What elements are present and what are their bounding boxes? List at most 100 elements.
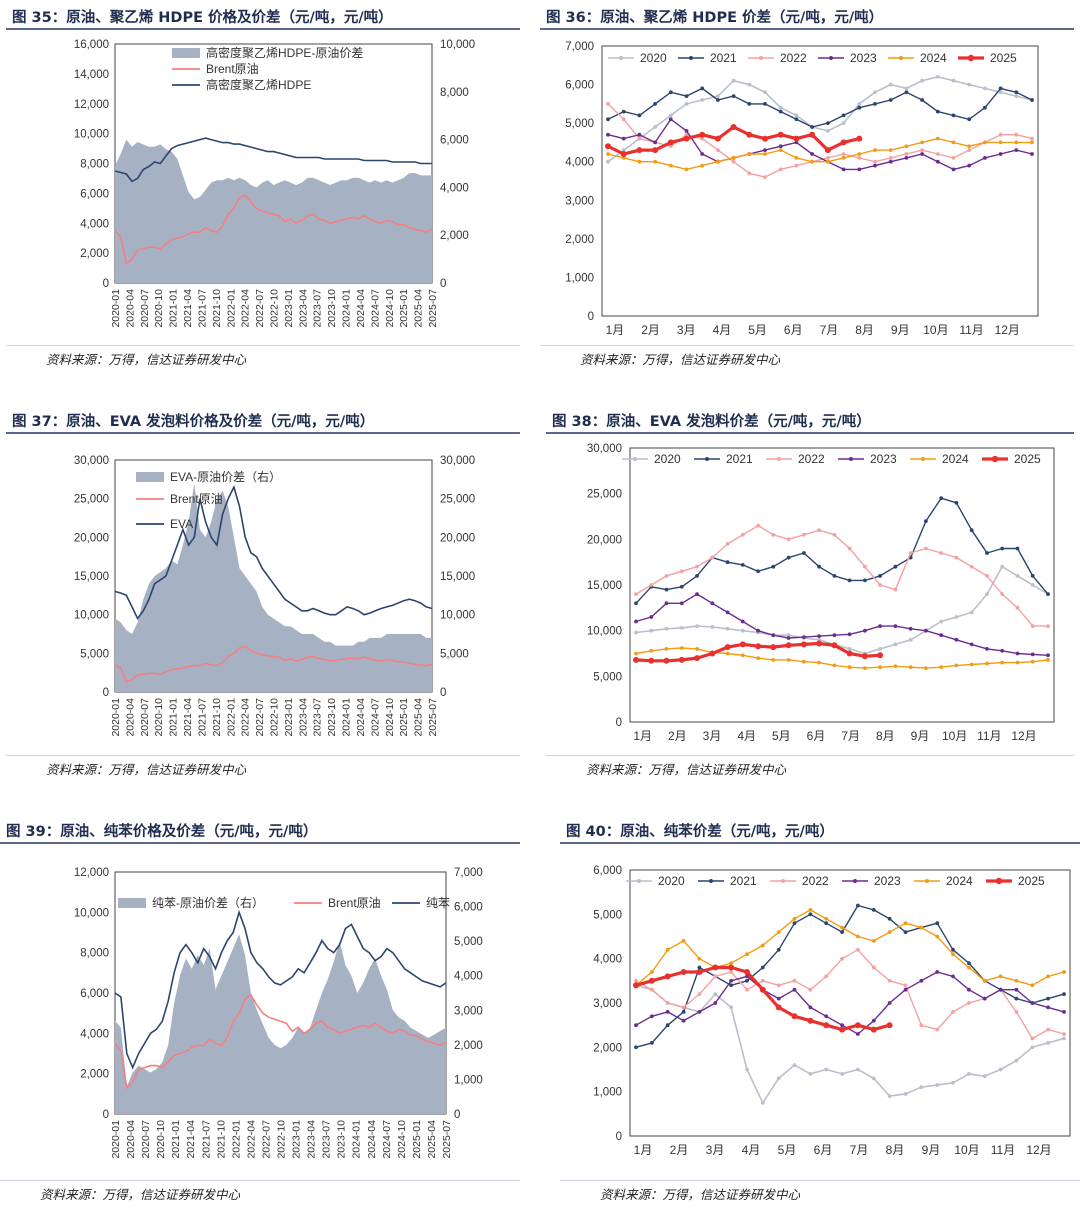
data-point-2022 <box>634 978 638 983</box>
data-point-2024 <box>1014 140 1019 145</box>
data-point-2024 <box>857 152 862 156</box>
data-point-2021 <box>939 496 944 501</box>
data-point-2022 <box>756 523 760 528</box>
data-point-2020 <box>794 113 799 118</box>
data-point-2024 <box>1030 983 1035 988</box>
data-point-2024 <box>832 663 837 668</box>
data-point-2021 <box>668 90 673 95</box>
x-tick-label: 2025-07 <box>427 698 439 737</box>
data-point-2023 <box>729 978 733 983</box>
data-point-2024 <box>982 978 987 983</box>
data-point-2022 <box>1046 624 1050 628</box>
legend-label: 2024 <box>946 874 973 888</box>
y-tick-label: 5,000 <box>593 671 622 683</box>
data-point-2022 <box>725 542 730 546</box>
panel-fig40: 图 40：原油、纯苯价差（元/吨，元/吨） 0 1,000 2,000 3,000 4,… <box>560 820 1080 1220</box>
data-point-2021 <box>747 102 752 106</box>
data-point-2022 <box>1014 1010 1019 1014</box>
data-point-2021 <box>729 983 733 988</box>
legend-label: EVA <box>170 517 193 531</box>
data-point-2021 <box>763 102 767 106</box>
data-point-2024 <box>747 152 752 156</box>
x-tick-label: 11月 <box>977 729 1001 743</box>
data-point-2023 <box>951 167 956 172</box>
legend-marker <box>759 56 763 60</box>
data-point-2022 <box>634 592 638 596</box>
data-point-2024 <box>653 159 657 164</box>
x-tick-label: 2021-04 <box>182 289 194 328</box>
data-point-2020 <box>713 992 718 996</box>
data-point-2020 <box>856 1067 860 1072</box>
data-point-2022 <box>778 167 783 172</box>
data-point-2024 <box>817 660 821 665</box>
data-point-2025 <box>877 652 884 659</box>
series-line-1 <box>114 993 447 1090</box>
series-line-2024 <box>635 909 1065 986</box>
legend-swatch <box>172 48 200 58</box>
data-point-2023 <box>903 987 908 992</box>
data-point-2024 <box>878 665 882 670</box>
data-point-2025 <box>714 135 721 142</box>
data-point-2022 <box>935 152 940 156</box>
data-point-2025 <box>680 969 687 975</box>
data-point-2022 <box>1015 605 1020 610</box>
data-point-2021 <box>998 86 1003 91</box>
data-point-2020 <box>969 610 974 615</box>
data-point-2020 <box>747 82 752 87</box>
data-point-2021 <box>716 98 720 102</box>
data-point-2021 <box>967 961 971 965</box>
data-point-2022 <box>649 583 654 587</box>
y-tick-label: 1,000 <box>565 272 594 284</box>
data-point-2023 <box>653 140 657 145</box>
data-point-2021 <box>695 574 699 578</box>
x-tick-label: 2023-07 <box>321 1120 333 1159</box>
legend-marker <box>853 879 857 883</box>
data-point-2020 <box>700 98 705 102</box>
panel-fig35: 图 35：原油、聚乙烯 HDPE 价格及价差（元/吨，元/吨） 0 2,000 4,… <box>0 0 520 400</box>
x-tick-label: 2024-01 <box>341 289 353 328</box>
data-point-2022 <box>863 564 867 569</box>
data-point-2020 <box>878 647 882 651</box>
x-tick-label: 3月 <box>706 1143 725 1157</box>
data-point-2024 <box>740 653 745 658</box>
data-point-2020 <box>998 90 1003 95</box>
y-tick-label: 0 <box>616 717 622 729</box>
x-tick-label: 2024-07 <box>381 1120 393 1159</box>
legend-label: 纯苯-原油价差（右） <box>152 895 264 910</box>
chart-source: 资料来源：万得，信达证券研发中心 <box>6 755 520 778</box>
data-point-2021 <box>700 86 705 91</box>
data-point-2023 <box>954 637 959 642</box>
data-point-2023 <box>951 974 955 979</box>
x-tick-label: 2022-01 <box>225 289 237 328</box>
data-point-2023 <box>776 996 781 1001</box>
data-point-2020 <box>786 633 791 638</box>
data-point-2020 <box>998 1067 1003 1072</box>
data-point-2022 <box>888 156 893 160</box>
chart-source: 资料来源：万得，信达证券研发中心 <box>0 1180 520 1203</box>
x-tick-label: 2022-01 <box>230 1120 242 1159</box>
legend-marker <box>995 877 1003 885</box>
data-point-2021 <box>824 921 829 926</box>
data-point-2021 <box>792 921 797 926</box>
panel-fig39: 图 39：原油、纯苯价格及价差（元/吨，元/吨） 0 2,000 4,000 6,00… <box>0 820 520 1220</box>
y-left-tick-label: 0 <box>103 278 109 290</box>
data-point-2020 <box>1046 1041 1050 1045</box>
legend-marker <box>991 455 999 463</box>
chart-title: 图 37：原油、EVA 发泡料价格及价差（元/吨，元/吨） <box>6 410 520 434</box>
data-point-2024 <box>729 961 733 965</box>
x-tick-label: 2024-07 <box>369 698 381 737</box>
legend-label: Brent原油 <box>170 492 223 506</box>
data-point-2025 <box>861 653 868 660</box>
data-point-2024 <box>998 140 1003 145</box>
data-point-2023 <box>983 156 987 160</box>
data-point-2025 <box>870 1026 877 1033</box>
data-point-2025 <box>724 644 731 651</box>
chart-title: 图 38：原油、EVA 发泡料价差（元/吨，元/吨） <box>546 410 1074 434</box>
x-tick-label: 11月 <box>959 323 983 337</box>
data-point-2022 <box>695 564 699 569</box>
data-point-2024 <box>967 144 972 149</box>
y-tick-label: 6,000 <box>593 865 622 877</box>
data-point-2021 <box>681 1010 686 1014</box>
data-point-2020 <box>745 1067 749 1072</box>
legend-label: 高密度聚乙烯HDPE-原油价差 <box>206 45 363 60</box>
